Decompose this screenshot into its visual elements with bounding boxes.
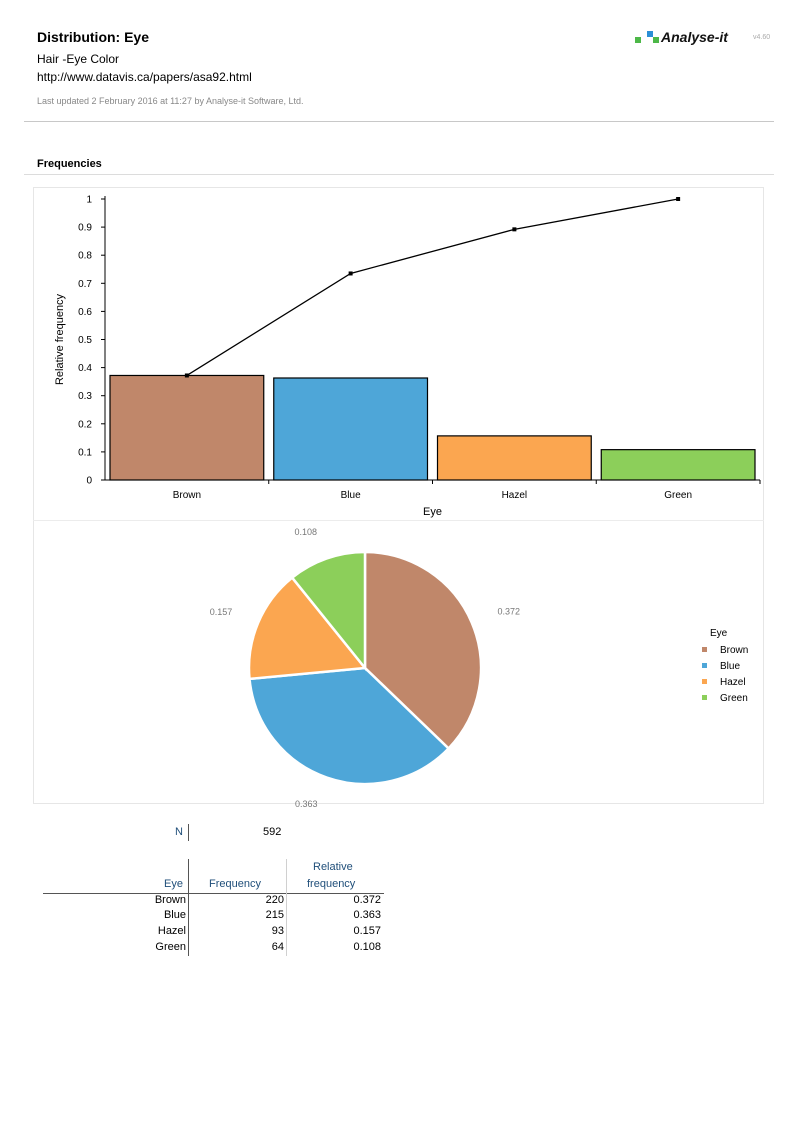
pie-label: 0.363 (295, 799, 318, 809)
x-tick-label: Green (664, 490, 692, 501)
section-title: Frequencies (37, 158, 102, 170)
source-url: http://www.datavis.ca/papers/asa92.html (37, 70, 252, 84)
bar-hazel (436, 435, 592, 481)
cell-eye: Hazel (157, 925, 186, 937)
page-title: Distribution: Eye (37, 29, 150, 45)
cell-frequency: 64 (271, 941, 284, 953)
cell-eye: Blue (163, 909, 186, 921)
pie-slice-blue (248, 666, 451, 786)
n-divider (188, 824, 189, 841)
cell-frequency: 93 (271, 925, 284, 937)
bar-green (600, 449, 756, 481)
legend-item-hazel: Hazel (702, 677, 746, 688)
y-tick-label: 0.5 (78, 335, 92, 346)
pie-label: 0.372 (498, 607, 521, 617)
cell-eye: Brown (154, 894, 186, 906)
pie-slice-green (290, 550, 367, 672)
col-header-rel-line1: Relative (313, 861, 353, 873)
legend-item-green: Green (702, 693, 748, 704)
legend-swatch (702, 646, 707, 652)
legend-label: Hazel (720, 677, 746, 688)
cell-relative: 0.372 (353, 894, 381, 906)
y-tick-label: 0.6 (78, 307, 92, 318)
legend-swatch (702, 694, 707, 700)
y-tick-label: 0.3 (78, 391, 92, 402)
cell-frequency: 215 (265, 909, 284, 921)
pie-slice-brown (363, 550, 483, 751)
y-tick-label: 1 (86, 195, 92, 206)
bar-blue (273, 377, 429, 481)
legend-label: Green (720, 693, 748, 704)
legend-title: Eye (710, 628, 728, 639)
legend-swatch (702, 662, 707, 668)
legend-item-blue: Blue (702, 661, 740, 672)
x-tick-label: Brown (173, 490, 201, 501)
col-header-frequency: Frequency (209, 878, 261, 890)
cumulative-point (512, 227, 517, 232)
legend-item-brown: Brown (702, 645, 748, 656)
table-col-divider (188, 859, 189, 956)
x-axis-label: Eye (423, 506, 442, 518)
col-header-eye: Eye (164, 878, 183, 890)
cumulative-line (186, 198, 679, 377)
y-tick-label: 0.1 (78, 447, 92, 458)
pie-slice-hazel (247, 575, 368, 681)
bar-brown (109, 374, 265, 481)
table-col-divider-light (286, 859, 287, 956)
logo-version: v4.60 (753, 34, 771, 41)
last-updated: Last updated 2 February 2016 at 11:27 by… (37, 96, 304, 106)
pie-label: 0.157 (210, 607, 233, 617)
y-tick-label: 0.8 (78, 251, 92, 262)
cumulative-point (184, 373, 189, 378)
legend-swatch (702, 678, 707, 684)
col-header-rel-line2: frequency (307, 878, 356, 890)
logo-square-3 (653, 37, 659, 43)
y-tick-label: 0 (86, 476, 92, 487)
y-tick-label: 0.4 (78, 363, 92, 374)
y-axis-label: Relative frequency (54, 293, 66, 385)
cell-relative: 0.108 (353, 941, 381, 953)
y-tick-label: 0.7 (78, 279, 92, 290)
y-tick-label: 0.9 (78, 223, 92, 234)
x-tick-label: Hazel (502, 490, 528, 501)
chart-panel-divider (33, 520, 764, 521)
cell-relative: 0.363 (353, 909, 381, 921)
cell-eye: Green (155, 941, 186, 953)
cumulative-point (676, 197, 681, 201)
pie-label: 0.108 (295, 527, 318, 537)
legend-label: Blue (720, 661, 741, 672)
header-divider (24, 121, 774, 122)
table-header-rule (43, 893, 384, 894)
n-value: 592 (263, 826, 282, 838)
logo-square-1 (635, 37, 641, 43)
y-tick-label: 0.2 (78, 419, 92, 430)
cumulative-point (348, 271, 353, 276)
n-label: N (175, 826, 183, 838)
x-tick-label: Blue (341, 490, 361, 501)
dataset-name: Hair -Eye Color (37, 52, 120, 66)
cell-relative: 0.157 (353, 925, 381, 937)
section-divider (24, 174, 774, 175)
cell-frequency: 220 (265, 894, 284, 906)
logo-square-2 (647, 31, 653, 37)
chart-panel (33, 187, 764, 804)
legend-label: Brown (720, 645, 749, 656)
logo-text: Analyse-it (661, 29, 728, 45)
